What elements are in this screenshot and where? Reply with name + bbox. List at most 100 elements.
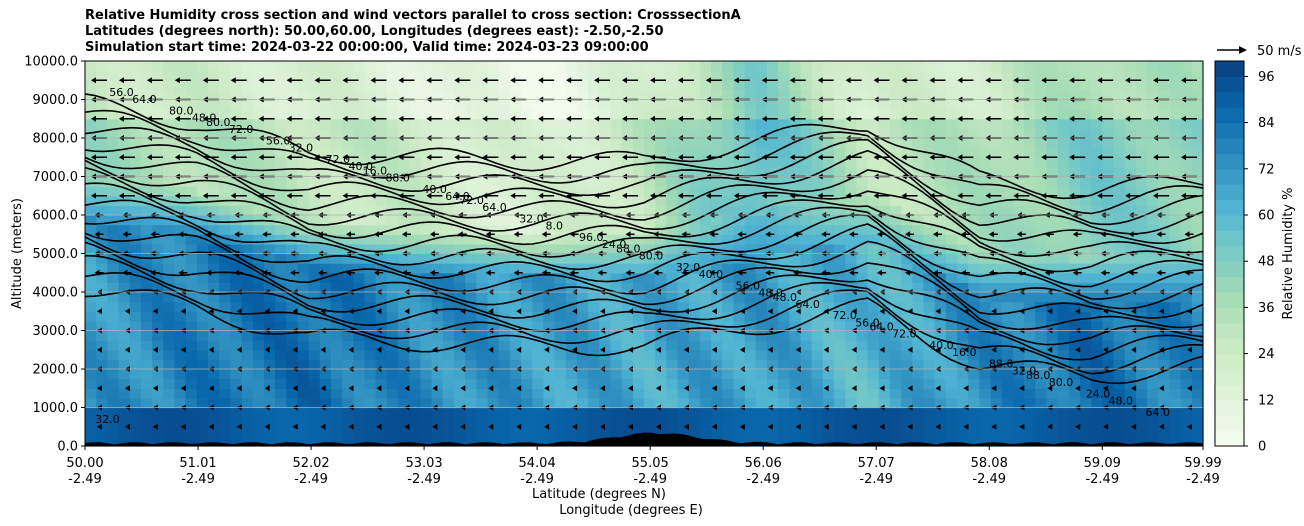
x-tick-label-lat: 59.09 [1084,456,1121,471]
wind-arrow [572,308,578,315]
colorbar-band [1215,230,1244,247]
wind-arrow [653,269,663,276]
wind-arrow [1075,423,1081,430]
wind-arrow [963,385,969,392]
colorbar-band [1215,107,1244,124]
wind-arrow [286,77,303,84]
contour-line [84,241,1204,346]
wind-arrow [1041,77,1058,84]
x-axis-label: Latitude (degrees N) [532,487,666,502]
wind-arrow [122,269,132,276]
wind-arrow [1075,385,1081,392]
wind-arrow [146,115,163,122]
wind-arrow [180,308,186,315]
wind-arrow [1125,192,1142,199]
x-tick-label-lon: -2.49 [1085,472,1119,487]
colorbar-band [1215,292,1244,308]
colorbar-band [1215,430,1244,447]
wind-arrow [538,192,555,199]
wind-arrow [935,423,941,430]
wind-arrow [739,385,745,392]
wind-arrow [234,231,244,238]
wind-arrow [118,154,135,161]
wind-arrow [482,77,499,84]
wind-arrow [264,385,270,392]
colorbar-band [1215,338,1244,355]
wind-arrow [426,154,443,161]
wind-arrow [370,154,387,161]
wind-arrow [681,231,691,238]
x-axis-label-2: Longitude (degrees E) [559,503,703,518]
wind-arrow [597,231,607,238]
wind-arrow [761,115,778,122]
contour-label: 64.0 [795,298,820,311]
wind-arrow [401,231,411,238]
contour-label: 96.0 [579,231,604,244]
contour-label: 8.0 [546,220,564,233]
contour-label: 48.0 [773,291,798,304]
wind-arrow [1041,192,1058,199]
x-tick-label-lat: 51.01 [179,456,216,471]
wind-arrow [1181,115,1198,122]
wind-arrow [152,423,158,430]
wind-arrow [230,115,247,122]
wind-arrow [677,115,694,122]
wind-arrow [817,115,834,122]
wind-arrow [569,269,579,276]
wind-arrow [795,308,801,315]
colorbar-band [1215,168,1244,185]
wind-arrow [236,423,242,430]
wind-arrow [1013,154,1030,161]
colorbar-tick-label: 48 [1258,255,1275,270]
wind-arrow [488,308,494,315]
wind-arrow [454,192,471,199]
wind-arrow [709,269,719,276]
contour-line [84,236,1204,331]
wind-arrow [1069,77,1086,84]
colorbar-band [1215,307,1244,324]
wind-arrow [985,192,1002,199]
wind-arrow [929,192,946,199]
wind-arrow [683,308,689,315]
colorbar-band [1215,138,1244,154]
wind-arrow [320,423,326,430]
wind-arrow [789,192,806,199]
wind-arrow [597,269,607,276]
wind-arrow [264,346,270,353]
wind-arrow [404,308,410,315]
wind-arrow [851,308,857,315]
wind-arrow [683,385,689,392]
wind-arrow [376,308,382,315]
colorbar-band [1215,76,1244,93]
contour-line [84,254,1204,361]
wind-arrow [398,154,415,161]
wind-arrow [566,77,583,84]
wind-arrow [541,269,551,276]
wind-arrow [907,308,913,315]
wind-arrow [566,192,583,199]
wind-arrow [1153,192,1170,199]
wind-arrow [150,231,160,238]
wind-arrow [789,115,806,122]
x-tick-label-lon: -2.49 [294,472,328,487]
wind-arrow [1013,77,1030,84]
wind-arrow [544,385,550,392]
contour-label: 64.0 [869,321,894,334]
wind-arrow [655,308,661,315]
wind-arrow [677,77,694,84]
wind-arrow [1187,308,1193,315]
wind-arrow [935,308,941,315]
wind-arrow [873,77,890,84]
colorbar-frame [1214,60,1245,447]
wind-arrow [208,346,214,353]
contour-line [84,144,1204,235]
wind-arrow [150,269,160,276]
wind-arrow [180,346,186,353]
colorbar-label: Relative Humidity % [1281,188,1296,320]
wind-arrow [404,385,410,392]
wind-arrow [320,346,326,353]
wind-arrow [849,231,859,238]
wind-arrow [907,423,913,430]
wind-arrow [286,154,303,161]
contour-label: 56.0 [855,316,880,329]
